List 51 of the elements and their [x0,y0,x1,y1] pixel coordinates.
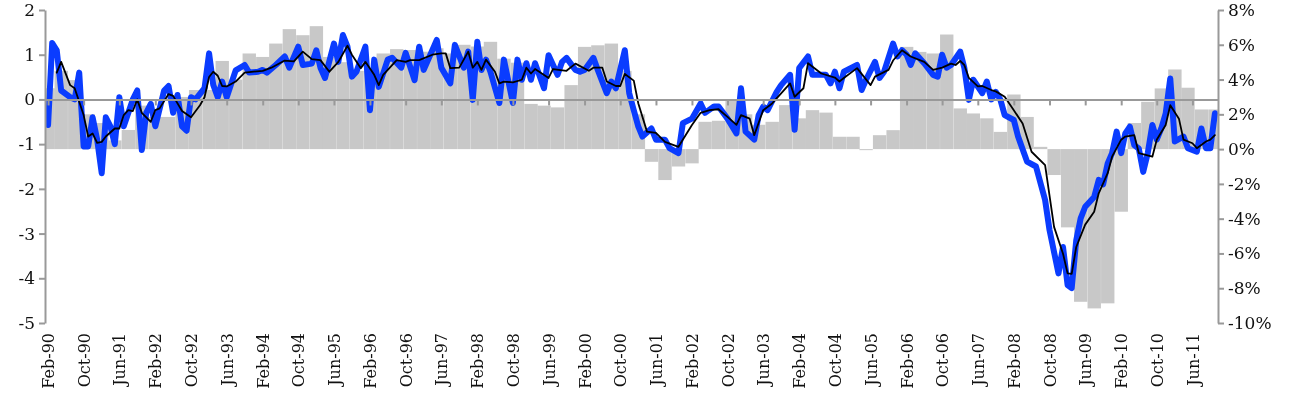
y2-tick-label: 6% [1228,34,1255,55]
x-tick-label: Jun-09 [1076,333,1096,388]
x-tick-label: Oct-02 [718,333,738,388]
x-tick-label: Feb-00 [575,333,595,389]
y-tick-label: -2 [18,178,35,199]
x-tick-label: Feb-02 [683,333,703,389]
y2-tick-label: -10% [1228,312,1272,333]
y2-tick-label: 0% [1228,139,1255,160]
x-tick-label: Jun-05 [861,333,881,388]
x-tick-label: Jun-95 [325,333,345,388]
x-tick-label: Oct-92 [182,333,202,388]
x-tick-label: Feb-08 [1004,333,1024,389]
x-tick-label: Feb-90 [39,333,59,389]
x-tick-label: Jun-11 [1183,333,1203,388]
x-tick-label: Oct-94 [289,333,309,388]
x-tick-label: Feb-92 [146,333,166,389]
y-tick-label: 2 [24,0,35,20]
x-tick-label: Jun-93 [217,333,237,388]
x-tick-label: Jun-91 [110,333,130,388]
y2-tick-label: -8% [1228,278,1261,299]
x-tick-label: Oct-98 [503,333,523,388]
x-tick-label: Jun-01 [647,333,667,388]
x-tick-label: Jun-99 [539,333,559,388]
y-tick-label: -4 [18,268,35,289]
y-tick-label: -5 [18,312,35,333]
x-tick-label: Oct-08 [1040,333,1060,388]
x-tick-label: Feb-04 [790,333,810,389]
y-tick-label: 1 [24,44,35,65]
y-tick-label: -1 [18,134,35,155]
x-tick-label: Oct-10 [1147,333,1167,388]
x-tick-label: Jun-97 [432,333,452,388]
x-tick-label: Oct-06 [933,333,953,388]
x-tick-label: Feb-98 [468,333,488,389]
x-tick-label: Jun-03 [754,333,774,388]
y2-tick-label: 2% [1228,104,1255,125]
x-tick-label: Jun-07 [968,333,988,388]
x-tick-label: Feb-06 [897,333,917,389]
x-tick-label: Feb-10 [1112,333,1132,389]
x-tick-label: Oct-00 [611,333,631,388]
y2-tick-label: -4% [1228,208,1261,229]
y2-tick-label: -2% [1228,173,1261,194]
y-tick-label: -3 [18,223,35,244]
x-tick-label: Feb-96 [361,333,381,389]
x-tick-label: Oct-04 [825,333,845,388]
x-tick-label: Oct-90 [74,333,94,388]
y2-tick-label: -6% [1228,243,1261,264]
y-tick-label: 0 [24,89,35,110]
y2-tick-label: 8% [1228,0,1255,20]
x-tick-label: Feb-94 [253,333,273,389]
y2-tick-label: 4% [1228,69,1255,90]
x-tick-label: Oct-96 [396,333,416,388]
